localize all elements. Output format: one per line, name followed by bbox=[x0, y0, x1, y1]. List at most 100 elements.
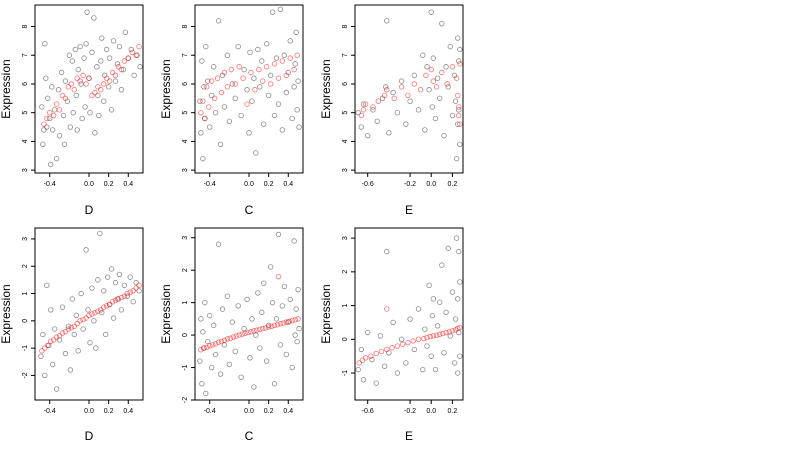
x-tick-label: 0.4 bbox=[283, 181, 293, 188]
fitted-point bbox=[209, 342, 216, 348]
observed-point bbox=[114, 61, 121, 67]
x-tick-label: 0.0 bbox=[84, 181, 94, 188]
observed-point bbox=[249, 98, 255, 104]
fitted-point bbox=[362, 101, 369, 107]
fitted-point bbox=[224, 336, 231, 342]
fitted-point bbox=[115, 64, 122, 70]
observed-point bbox=[261, 280, 267, 286]
fitted-point bbox=[59, 330, 66, 336]
fitted-point bbox=[457, 121, 463, 127]
fitted-point bbox=[218, 89, 225, 96]
fitted-point bbox=[129, 49, 135, 56]
observed-point bbox=[121, 282, 128, 289]
x-tick-label: 0.0 bbox=[244, 408, 254, 415]
fitted-point bbox=[381, 92, 388, 99]
observed-point bbox=[200, 155, 206, 162]
observed-point bbox=[294, 107, 300, 113]
fitted-point bbox=[101, 304, 107, 310]
fitted-point bbox=[437, 331, 443, 337]
panel-2-x-axis: -0.4 0.0 0.2 0.4 bbox=[204, 172, 293, 188]
observed-point bbox=[238, 374, 244, 380]
observed-point bbox=[384, 248, 390, 255]
observed-point bbox=[112, 279, 119, 286]
panel-1-points-fitted bbox=[41, 43, 142, 127]
fitted-point bbox=[103, 303, 110, 309]
panel-2-x-axis-title: C bbox=[245, 203, 254, 217]
observed-point bbox=[62, 350, 69, 357]
fitted-point bbox=[106, 301, 113, 308]
observed-point bbox=[48, 307, 54, 313]
observed-point bbox=[102, 331, 109, 338]
observed-point bbox=[257, 345, 263, 351]
fitted-point bbox=[430, 78, 437, 84]
observed-point bbox=[452, 316, 459, 322]
observed-point bbox=[430, 296, 437, 302]
observed-point bbox=[251, 384, 257, 390]
fitted-point bbox=[208, 78, 215, 84]
fitted-point bbox=[291, 66, 297, 73]
observed-point bbox=[267, 264, 274, 270]
observed-point bbox=[122, 29, 129, 35]
observed-point bbox=[85, 307, 91, 313]
fitted-point bbox=[86, 312, 92, 319]
fitted-point bbox=[207, 343, 213, 349]
fitted-point bbox=[271, 61, 278, 67]
fitted-point bbox=[95, 308, 101, 314]
observed-point bbox=[432, 115, 439, 122]
fitted-point bbox=[221, 69, 228, 76]
observed-point bbox=[67, 367, 74, 373]
observed-point bbox=[108, 107, 115, 113]
observed-point bbox=[403, 360, 409, 366]
observed-point bbox=[95, 92, 101, 99]
observed-point bbox=[365, 329, 371, 336]
observed-point bbox=[124, 293, 130, 299]
observed-point bbox=[422, 326, 428, 332]
observed-point bbox=[87, 339, 93, 346]
fitted-point bbox=[254, 327, 260, 333]
fitted-point bbox=[356, 360, 362, 366]
observed-point bbox=[105, 84, 112, 90]
observed-point bbox=[277, 342, 284, 348]
x-tick-label: -0.2 bbox=[404, 408, 416, 415]
fitted-point bbox=[289, 317, 295, 324]
observed-point bbox=[294, 338, 300, 345]
y-tick-label: 7 bbox=[22, 53, 29, 57]
fitted-point bbox=[227, 335, 234, 342]
observed-point bbox=[411, 72, 417, 79]
panel-1-x-axis-title: D bbox=[85, 203, 94, 217]
observed-point bbox=[407, 316, 413, 322]
fitted-point bbox=[280, 320, 287, 326]
fitted-point bbox=[268, 323, 275, 330]
panel-4-points-fitted bbox=[39, 282, 142, 354]
y-tick-label: -2 bbox=[22, 372, 29, 378]
fitted-point bbox=[260, 325, 266, 332]
panel-1-x-axis: -0.4 0.0 0.2 0.4 bbox=[44, 172, 133, 188]
observed-point bbox=[45, 95, 51, 102]
observed-point bbox=[56, 337, 63, 343]
observed-point bbox=[210, 322, 217, 329]
observed-point bbox=[424, 343, 430, 349]
observed-point bbox=[384, 18, 390, 24]
fitted-point bbox=[62, 95, 69, 102]
observed-point bbox=[42, 372, 48, 379]
fitted-point bbox=[133, 285, 139, 291]
observed-point bbox=[73, 312, 79, 319]
observed-point bbox=[200, 329, 206, 335]
y-tick-label: 3 bbox=[342, 168, 349, 172]
fitted-point bbox=[265, 324, 272, 330]
fitted-point bbox=[200, 98, 206, 104]
observed-point bbox=[53, 155, 60, 162]
observed-point bbox=[455, 296, 461, 302]
fitted-point bbox=[121, 58, 128, 64]
panel-6: -0.6 -0.2 0.0 0.2 -1 0 1 2 3 E Expression bbox=[319, 227, 464, 443]
panel-2-points-observed bbox=[197, 6, 302, 162]
observed-point bbox=[259, 58, 265, 64]
fitted-point bbox=[391, 95, 397, 102]
x-tick-label: 0.2 bbox=[448, 408, 458, 415]
observed-point bbox=[453, 155, 460, 162]
x-tick-label: -0.6 bbox=[362, 181, 374, 188]
panel-5-y-axis: -2 -1 0 1 2 3 bbox=[182, 236, 196, 403]
observed-point bbox=[296, 124, 302, 130]
observed-point bbox=[92, 130, 98, 136]
x-tick-label: -0.2 bbox=[404, 181, 416, 188]
